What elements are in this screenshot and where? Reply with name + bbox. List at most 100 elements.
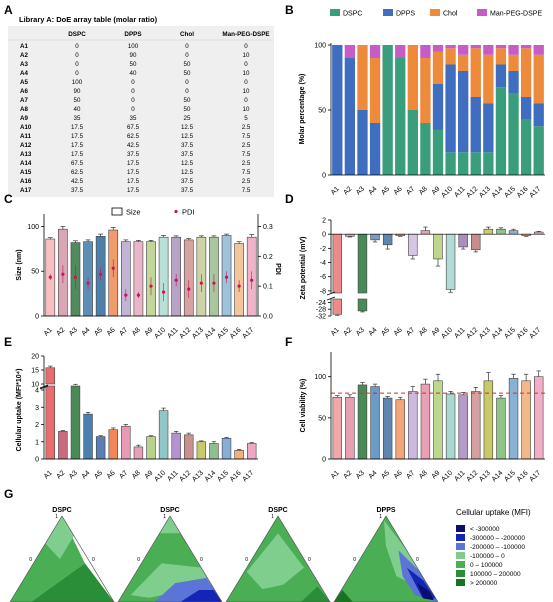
y-tick-label: 0 xyxy=(35,314,39,321)
x-tick-label: A1 xyxy=(330,186,341,197)
bar-Chol-A15 xyxy=(508,54,519,71)
x-tick-label: A5 xyxy=(93,470,104,481)
zeta-bar-A7 xyxy=(408,233,418,256)
table-cell: 0 xyxy=(131,79,135,86)
bar-Man-PEG-DSPE-A2 xyxy=(344,45,356,58)
table-cell: 7.5 xyxy=(242,151,251,158)
table-cell: 50 xyxy=(130,61,137,68)
ternary-fill xyxy=(10,516,114,602)
y-tick-label: 15 xyxy=(31,368,39,375)
x-tick-label: A6 xyxy=(106,327,117,338)
y2-tick-label: 0.3 xyxy=(263,224,273,231)
uptake-bar-A11 xyxy=(171,432,181,460)
zeta-bar-A8 xyxy=(420,230,431,235)
table-cell: A1 xyxy=(20,43,28,50)
panel-d: D 2 0 -2 -4 -6 -8 -24-28-32 Zeta potential (mV)… xyxy=(285,192,545,340)
uptake-bar-A8 xyxy=(133,446,144,460)
x-tick-label: A5 xyxy=(380,327,391,338)
x-tick-label: A13 xyxy=(478,470,492,484)
corner-tick: 0 xyxy=(245,557,248,563)
x-tick-label: A11 xyxy=(166,327,179,340)
legend-title: Cellular uptake (MFI) xyxy=(456,508,531,517)
bar-DSPC-A11 xyxy=(458,152,469,175)
corner-tick: 0 xyxy=(416,557,419,563)
viability-bar-A1 xyxy=(332,396,343,460)
table-cell: 17.5 xyxy=(71,133,84,140)
x-tick-label: A16 xyxy=(516,327,530,341)
x-tick-label: A17 xyxy=(528,470,542,484)
zeta-bar-lower-A3 xyxy=(357,298,368,312)
table-cell: 17.5 xyxy=(71,124,84,131)
x-tick-label: A13 xyxy=(191,470,205,484)
x-tick-label: A14 xyxy=(491,470,505,484)
viability-bar-A14 xyxy=(496,397,506,460)
bar-Man-PEG-DSPE-A4 xyxy=(369,45,381,58)
x-tick-label: A7 xyxy=(405,470,416,481)
table-cell: 2.5 xyxy=(242,160,251,167)
y-tick-label: 50 xyxy=(318,415,326,422)
pdi-point-A16 xyxy=(237,284,241,288)
uptake-bar-A5 xyxy=(95,436,106,460)
table-cell: A14 xyxy=(20,160,32,167)
table-cell: 37.5 xyxy=(181,178,194,185)
bar-DPPS-A10 xyxy=(445,64,456,153)
ternary-plot-1: DSPCDPPSChol100101 xyxy=(9,507,115,602)
triangle-outline xyxy=(9,515,115,602)
x-tick-label: A2 xyxy=(55,470,66,481)
bar-Chol-A4 xyxy=(369,58,381,123)
uptake-bar-lower-A1 xyxy=(45,385,56,460)
viability-bar-A10 xyxy=(445,393,456,460)
contour-region-2 xyxy=(300,586,330,602)
triangle-outline xyxy=(225,515,331,602)
legend-label-6: > 200000 xyxy=(470,580,498,587)
table-cell: A11 xyxy=(20,133,32,140)
contour-region-1 xyxy=(130,563,212,598)
bar-Chol-A3 xyxy=(357,45,368,110)
x-tick-label: A6 xyxy=(393,327,404,338)
x-tick-label: A12 xyxy=(179,470,193,484)
corner-tick: 0 xyxy=(200,557,203,563)
x-tick-label: A12 xyxy=(466,470,480,484)
viability-bar-A6 xyxy=(395,399,405,460)
x-tick-label: A3 xyxy=(68,327,79,338)
bar-DPPS-A11 xyxy=(458,71,469,153)
legend-swatch-5 xyxy=(456,570,465,577)
bar-DSPC-A17 xyxy=(533,126,544,175)
table-cell: 50 xyxy=(184,70,191,77)
table-cell: A12 xyxy=(20,142,32,149)
bar-Chol-A14 xyxy=(495,48,507,65)
bar-Chol-A16 xyxy=(520,48,532,97)
table-cell: 10 xyxy=(243,106,250,113)
x-tick-label: A8 xyxy=(131,470,142,481)
table-cell: 7.5 xyxy=(242,187,251,194)
bar-DPPS-A1 xyxy=(332,45,343,175)
ternary-fill xyxy=(226,516,330,602)
x-tick-label: A15 xyxy=(503,470,517,484)
x-tick-label: A14 xyxy=(491,327,505,341)
bar-Man-PEG-DSPE-A8 xyxy=(420,45,431,58)
bar-DSPC-A9 xyxy=(432,129,444,175)
axis-break-mark xyxy=(326,296,336,301)
x-tick-label: A8 xyxy=(131,327,142,338)
x-tick-label: A3 xyxy=(68,470,79,481)
table-cell: 40 xyxy=(130,70,137,77)
viability-bar-A15 xyxy=(508,378,519,460)
uptake-bar-A13 xyxy=(196,441,207,460)
x-tick-label: A15 xyxy=(216,470,230,484)
legend-size-swatch xyxy=(111,207,123,216)
x-tick-label: A2 xyxy=(55,327,66,338)
contour-region-4 xyxy=(159,516,181,534)
size-bar-A8 xyxy=(133,241,144,317)
contour-region-5 xyxy=(334,589,353,602)
table-background xyxy=(8,26,274,197)
uptake-bar-A14 xyxy=(209,443,219,460)
table-header-4: Man-PEG-DSPE xyxy=(222,31,269,38)
uptake-bar-A2 xyxy=(58,431,68,460)
uptake-bar-A9 xyxy=(146,436,156,460)
bar-DPPS-A2 xyxy=(344,58,356,175)
viability-bar-A12 xyxy=(471,391,481,460)
x-tick-label: A10 xyxy=(440,327,454,341)
viability-bar-A17 xyxy=(533,376,544,460)
